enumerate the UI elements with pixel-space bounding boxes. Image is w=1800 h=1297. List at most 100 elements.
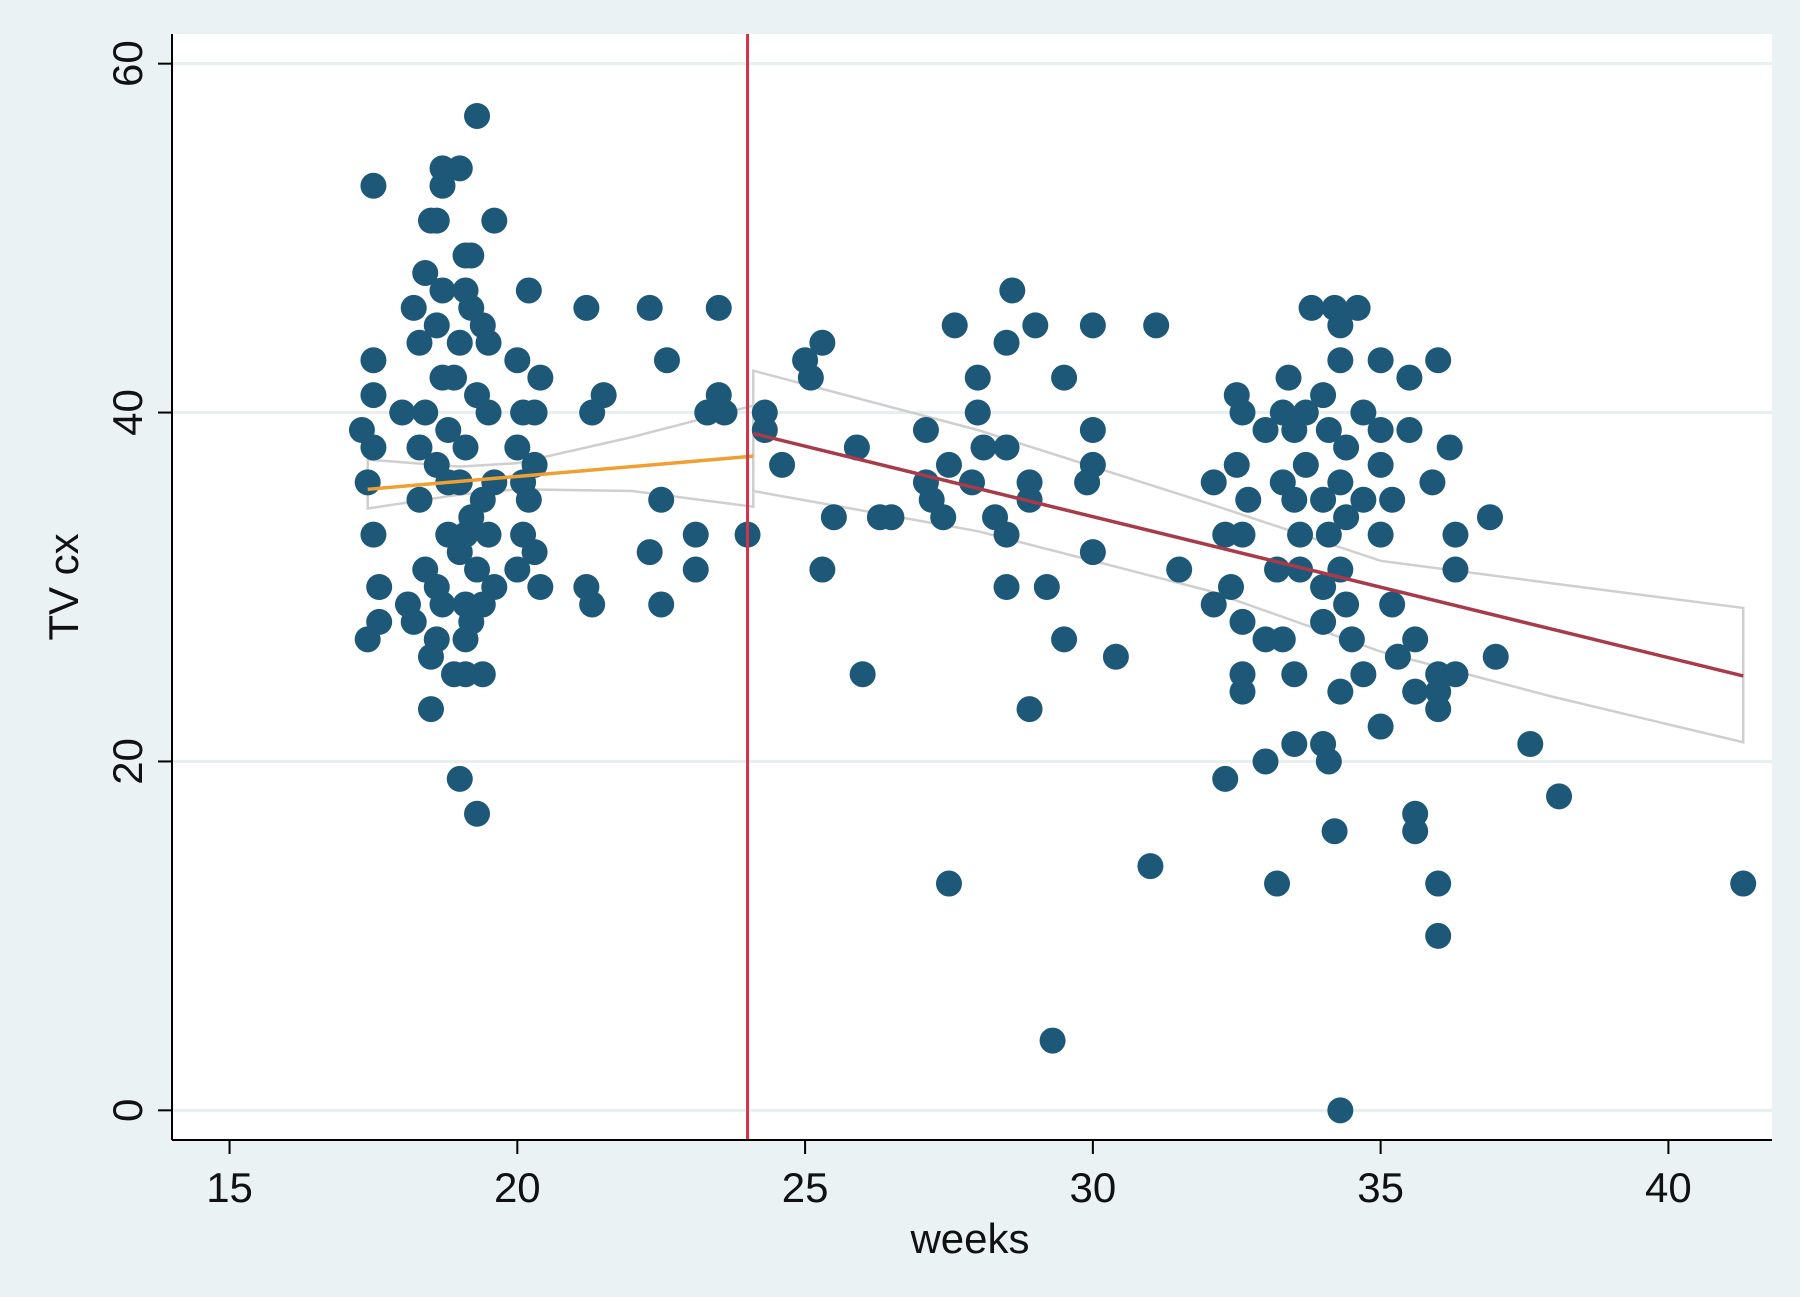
data-point-63 bbox=[469, 591, 496, 618]
data-point-218 bbox=[1425, 696, 1452, 723]
data-point-199 bbox=[1350, 661, 1377, 688]
data-point-3 bbox=[360, 434, 387, 461]
data-point-30 bbox=[435, 416, 462, 443]
data-point-170 bbox=[1281, 661, 1308, 688]
data-point-205 bbox=[1379, 486, 1406, 513]
fit-line-before-cutoff bbox=[367, 454, 754, 492]
data-point-13 bbox=[400, 608, 427, 635]
data-point-131 bbox=[1033, 574, 1060, 600]
data-point-65 bbox=[441, 364, 468, 391]
data-point-76 bbox=[527, 364, 554, 391]
data-point-104 bbox=[809, 329, 836, 356]
data-point-179 bbox=[1315, 521, 1342, 548]
data-point-169 bbox=[1269, 626, 1296, 653]
data-point-137 bbox=[1079, 416, 1106, 443]
data-point-123 bbox=[993, 521, 1020, 548]
data-point-175 bbox=[1287, 556, 1314, 583]
x-tick-label-15: 15 bbox=[206, 1164, 253, 1211]
data-point-165 bbox=[1275, 364, 1302, 391]
data-point-115 bbox=[935, 451, 962, 478]
data-point-111 bbox=[912, 416, 939, 443]
data-point-4 bbox=[360, 347, 387, 374]
data-point-127 bbox=[993, 574, 1020, 600]
data-point-84 bbox=[590, 382, 617, 409]
data-point-28 bbox=[423, 312, 450, 339]
data-point-145 bbox=[1200, 469, 1227, 496]
data-point-44 bbox=[452, 434, 479, 461]
x-tick-label-30: 30 bbox=[1070, 1164, 1117, 1211]
data-point-167 bbox=[1281, 486, 1308, 513]
data-point-75 bbox=[515, 277, 542, 304]
data-point-180 bbox=[1310, 574, 1337, 600]
data-point-17 bbox=[406, 434, 433, 461]
data-point-222 bbox=[1442, 521, 1469, 548]
data-point-117 bbox=[935, 870, 962, 897]
data-point-92 bbox=[682, 521, 709, 548]
data-point-192 bbox=[1333, 434, 1360, 461]
data-point-10 bbox=[360, 172, 387, 199]
data-point-69 bbox=[504, 347, 531, 374]
data-point-51 bbox=[452, 626, 479, 653]
y-tick-label-0: 0 bbox=[104, 1099, 151, 1122]
data-point-226 bbox=[1482, 643, 1509, 670]
data-point-118 bbox=[964, 364, 991, 391]
data-point-187 bbox=[1327, 347, 1354, 374]
data-point-201 bbox=[1367, 416, 1394, 443]
data-point-27 bbox=[429, 277, 456, 304]
data-point-149 bbox=[1223, 451, 1250, 478]
data-point-125 bbox=[993, 329, 1020, 356]
y-axis-title: TV cx bbox=[40, 533, 87, 640]
data-point-136 bbox=[1079, 312, 1106, 339]
data-point-144 bbox=[1166, 556, 1193, 583]
data-point-183 bbox=[1315, 748, 1342, 775]
data-points bbox=[348, 102, 1757, 1124]
data-point-22 bbox=[423, 626, 450, 653]
data-point-156 bbox=[1229, 678, 1256, 705]
data-point-80 bbox=[521, 539, 548, 566]
data-point-208 bbox=[1396, 364, 1423, 391]
data-point-143 bbox=[1137, 853, 1164, 880]
data-point-194 bbox=[1333, 591, 1360, 618]
data-point-223 bbox=[1442, 556, 1469, 583]
data-point-82 bbox=[573, 294, 600, 321]
data-point-224 bbox=[1442, 661, 1469, 688]
data-point-96 bbox=[705, 294, 732, 321]
data-point-37 bbox=[458, 242, 485, 269]
data-point-120 bbox=[970, 434, 997, 461]
data-point-184 bbox=[1321, 818, 1348, 845]
data-point-181 bbox=[1310, 608, 1337, 635]
data-point-97 bbox=[711, 399, 738, 426]
data-point-35 bbox=[446, 155, 473, 182]
data-point-130 bbox=[1016, 469, 1043, 496]
data-point-61 bbox=[475, 521, 502, 548]
data-point-227 bbox=[1517, 731, 1544, 758]
data-point-128 bbox=[1022, 312, 1049, 339]
data-point-160 bbox=[1252, 748, 1279, 775]
data-point-6 bbox=[360, 521, 387, 548]
data-point-38 bbox=[464, 102, 491, 129]
data-point-55 bbox=[446, 765, 473, 792]
data-point-119 bbox=[964, 399, 991, 426]
data-point-48 bbox=[464, 556, 491, 583]
data-point-87 bbox=[636, 294, 663, 321]
data-point-11 bbox=[389, 399, 416, 426]
data-point-110 bbox=[878, 504, 905, 531]
data-point-140 bbox=[1079, 539, 1106, 566]
y-tick-label-40: 40 bbox=[104, 389, 151, 436]
data-point-151 bbox=[1229, 399, 1256, 426]
data-point-200 bbox=[1367, 347, 1394, 374]
data-point-215 bbox=[1419, 469, 1446, 496]
data-point-228 bbox=[1546, 783, 1573, 810]
data-point-172 bbox=[1292, 399, 1319, 426]
data-point-114 bbox=[930, 504, 957, 531]
data-point-139 bbox=[1074, 469, 1101, 496]
data-point-209 bbox=[1396, 416, 1423, 443]
data-point-103 bbox=[797, 364, 824, 391]
data-point-42 bbox=[446, 329, 473, 356]
data-point-79 bbox=[515, 486, 542, 513]
x-tick-label-25: 25 bbox=[782, 1164, 829, 1211]
data-point-81 bbox=[527, 574, 554, 600]
x-tick-label-40: 40 bbox=[1645, 1164, 1692, 1211]
data-point-197 bbox=[1350, 399, 1377, 426]
